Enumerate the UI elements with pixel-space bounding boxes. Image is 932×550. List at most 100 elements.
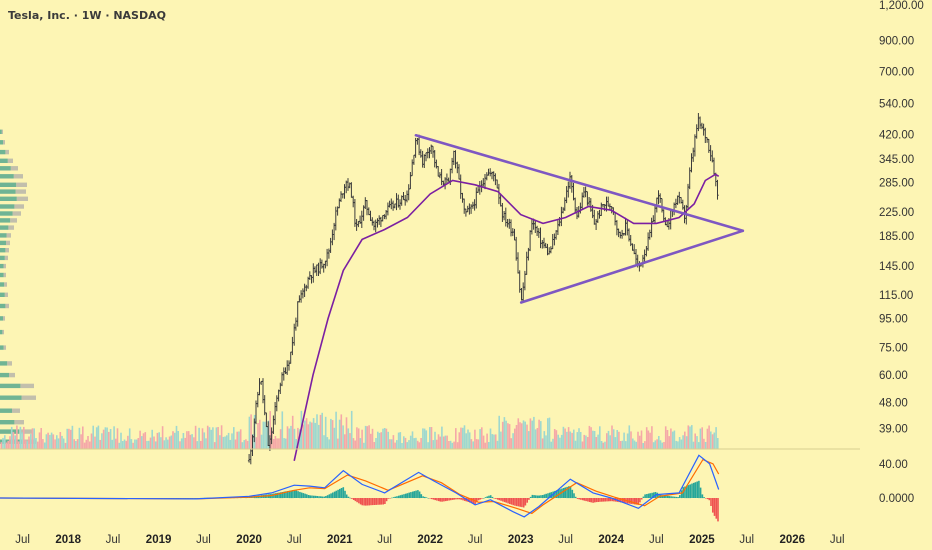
profile-bar	[0, 303, 6, 309]
profile-bar	[4, 255, 8, 261]
macd-histogram-bar	[344, 490, 346, 498]
volume-bar	[264, 421, 266, 449]
volume-bar	[382, 428, 384, 449]
volume-bar	[536, 428, 539, 449]
volume-bar	[281, 411, 284, 449]
volume-bar	[448, 441, 450, 449]
macd-histogram-bar	[689, 484, 691, 499]
volume-bar	[16, 425, 18, 449]
macd-histogram-bar	[451, 498, 454, 500]
volume-bar	[285, 438, 287, 449]
volume-bar	[477, 439, 480, 449]
volume-bar	[163, 440, 166, 449]
volume-bar	[449, 440, 452, 449]
macd-histogram-bar	[457, 498, 459, 500]
macd-histogram-bar	[278, 492, 280, 499]
volume-bar	[583, 434, 585, 449]
macd-histogram-bar	[585, 498, 587, 502]
volume-bar	[342, 425, 344, 449]
profile-bar	[14, 420, 24, 425]
volume-bar	[474, 429, 476, 449]
volume-bar	[250, 414, 252, 449]
volume-bar	[135, 439, 138, 449]
volume-bar	[711, 434, 714, 449]
volume-bar	[23, 426, 25, 449]
profile-bar	[19, 429, 32, 434]
profile-bar	[10, 166, 18, 171]
volume-bar	[28, 436, 30, 449]
macd-histogram-bar	[581, 498, 584, 501]
macd-histogram-bar	[522, 498, 525, 508]
macd-histogram-bar	[361, 498, 364, 506]
profile-bar	[6, 233, 11, 238]
macd-histogram-bar	[319, 496, 322, 498]
macd-histogram-bar	[699, 487, 702, 499]
volume-bar	[36, 441, 39, 449]
volume-bar	[390, 439, 393, 449]
macd-histogram-bar	[698, 480, 700, 499]
volume-bar	[632, 438, 634, 449]
volume-bar	[628, 425, 631, 449]
price-axis[interactable]: 1,200.00 900.00 700.00 540.00 420.00 345.00 28…	[879, 0, 924, 505]
macd-histogram-bar	[429, 498, 431, 499]
price-tick-label: 145.00	[879, 261, 914, 273]
volume-bar	[352, 438, 355, 449]
volume-bar	[609, 435, 611, 449]
volume-bar	[269, 411, 271, 449]
profile-bar	[0, 372, 9, 378]
triangle-trendlines[interactable]	[414, 134, 745, 304]
macd-histogram-bar	[653, 492, 655, 498]
volume-bar	[547, 418, 549, 449]
macd-histogram-bar	[651, 492, 653, 498]
volume-bar	[278, 438, 280, 449]
volume-bar	[385, 428, 388, 449]
macd-histogram-bar	[290, 490, 292, 499]
macd-histogram-bar	[543, 494, 546, 498]
macd-histogram-bar	[385, 498, 388, 502]
volume-bar	[706, 428, 709, 449]
volume-bar	[170, 435, 173, 449]
macd-histogram-bar	[679, 495, 681, 498]
volume-bar	[61, 435, 63, 449]
profile-bar	[16, 182, 27, 187]
macd-histogram-bar	[521, 498, 523, 508]
volume-bar	[246, 440, 249, 449]
macd-histogram-bar	[292, 490, 294, 499]
volume-bar	[101, 433, 103, 449]
profile-bar	[20, 383, 34, 389]
macd-histogram-bar	[411, 491, 414, 498]
volume-bar	[512, 433, 514, 449]
volume-bar	[121, 441, 124, 449]
profile-bar	[13, 174, 23, 179]
volume-bar	[685, 436, 688, 449]
volume-bar	[642, 443, 644, 449]
macd-histogram-bar	[576, 498, 579, 499]
profile-bar	[6, 240, 10, 246]
volume-bar	[335, 411, 337, 449]
time-axis[interactable]: Jul 2018 Jul 2019 Jul 2020 Jul 2021 Jul 2022 Jul 20…	[15, 534, 844, 546]
macd-histogram-bar	[566, 486, 568, 499]
profile-bar	[8, 225, 14, 230]
volume-bar	[682, 435, 684, 449]
volume-bar	[708, 425, 710, 449]
volume-bar	[198, 427, 200, 449]
volume-bar	[520, 423, 523, 449]
volume-bar	[260, 434, 263, 449]
volume-bar	[378, 432, 381, 449]
volume-bar	[413, 438, 415, 449]
volume-bar	[645, 427, 648, 449]
macd-histogram-bar	[656, 492, 659, 498]
macd-histogram-bar	[533, 495, 535, 498]
volume-bar	[187, 431, 190, 449]
macd-histogram-bar	[398, 495, 400, 499]
macd-histogram-bar	[639, 498, 641, 503]
macd-histogram-bar	[307, 495, 310, 499]
volume-bar	[581, 441, 584, 449]
volume-bar	[394, 442, 396, 449]
macd-histogram-bar	[446, 498, 449, 501]
macd-histogram-bar	[491, 496, 494, 499]
volume-bar	[406, 442, 408, 449]
volume-bar	[349, 433, 351, 449]
volume-bar	[482, 435, 485, 449]
